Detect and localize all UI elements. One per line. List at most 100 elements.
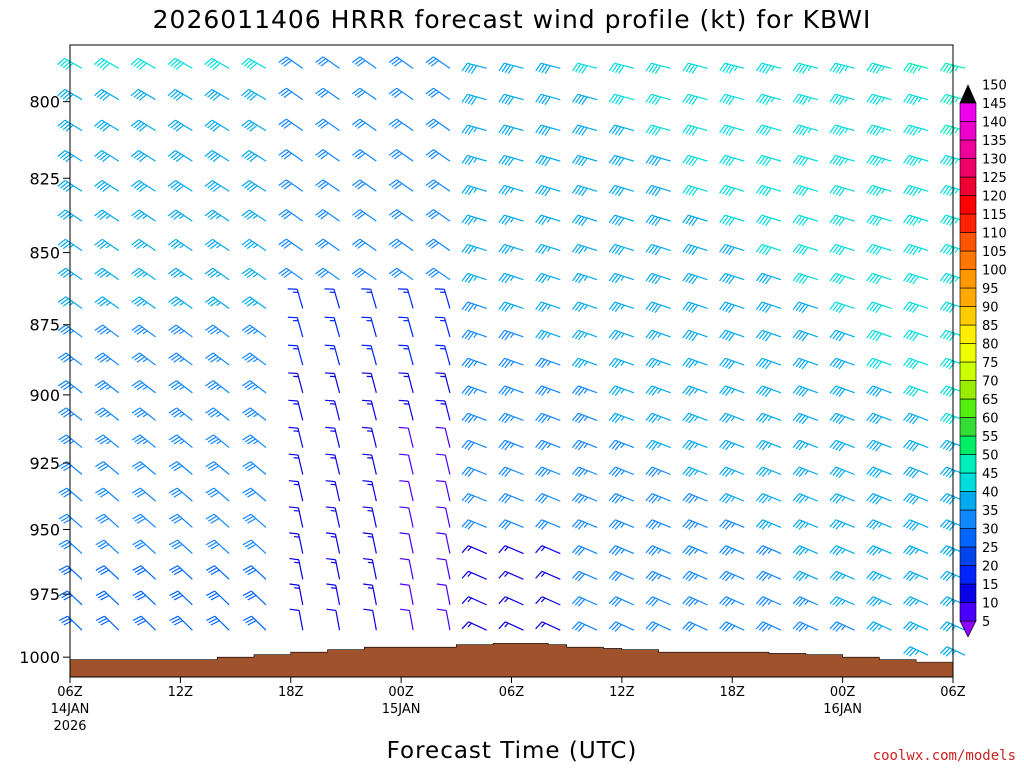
wind-barb — [95, 615, 120, 631]
wind-barb — [792, 570, 819, 582]
barb-flag — [139, 93, 148, 102]
barb-flag — [57, 179, 66, 187]
wind-barb — [682, 154, 708, 167]
barb-flag — [614, 495, 622, 504]
barb-flag — [504, 469, 512, 478]
barb-flag — [614, 303, 622, 313]
barb-flag — [315, 56, 324, 64]
barb-half-flag — [473, 276, 478, 282]
barb-half-flag — [510, 247, 515, 253]
barb-flag — [866, 439, 874, 449]
barb-flag — [651, 246, 659, 255]
colorbar-label: 145 — [982, 97, 1007, 112]
wind-barb — [94, 179, 120, 193]
barb-flag — [467, 495, 475, 504]
barb-staff — [909, 301, 929, 310]
barb-flag — [247, 465, 256, 472]
barb-flag — [461, 385, 469, 394]
wind-barb — [866, 570, 892, 582]
wind-barb — [792, 184, 819, 197]
barb-flag — [948, 361, 956, 370]
barb-half-flag — [693, 470, 699, 476]
barb-flag — [728, 304, 735, 314]
barb-flag — [728, 157, 735, 167]
barb-flag — [571, 545, 580, 554]
barb-staff — [762, 412, 782, 421]
wind-barb — [571, 519, 598, 530]
barb-flag — [645, 62, 652, 72]
barb-flag — [872, 246, 879, 255]
barb-flag — [544, 127, 551, 136]
barb-half-flag — [954, 188, 959, 194]
wind-barb — [608, 154, 635, 167]
barb-flag — [59, 59, 68, 67]
barb-flag — [912, 157, 919, 167]
barb-staff — [540, 124, 561, 132]
barb-flag — [645, 596, 653, 605]
barb-flag — [949, 247, 956, 256]
barb-staff — [138, 209, 156, 222]
barb-flag — [246, 61, 255, 69]
barb-flag — [577, 360, 585, 369]
wind-barb — [498, 596, 524, 606]
barb-flag — [685, 494, 693, 503]
wind-barb — [205, 461, 230, 475]
barb-flag — [535, 329, 542, 339]
barb-flag — [758, 494, 766, 503]
barb-half-flag — [216, 330, 222, 335]
barb-flag — [798, 624, 806, 632]
barb-flag — [682, 124, 689, 134]
barb-flag — [173, 92, 182, 100]
wind-barb — [425, 267, 451, 281]
wind-barb — [131, 380, 156, 394]
wind-barb — [682, 519, 708, 530]
barb-flag — [682, 185, 689, 194]
wind-barb — [571, 621, 598, 632]
barb-flag — [470, 65, 478, 74]
barb-flag — [939, 570, 948, 579]
barb-staff — [408, 610, 414, 631]
barb-staff — [835, 439, 855, 449]
wind-barb — [57, 352, 83, 366]
barb-flag — [946, 186, 953, 196]
wind-barb — [792, 466, 819, 478]
barb-flag — [912, 96, 919, 106]
wind-barb — [362, 532, 377, 554]
barb-flag — [906, 597, 914, 606]
wind-barb — [204, 238, 230, 252]
barb-flag — [651, 495, 659, 504]
barb-flag — [798, 275, 806, 284]
wind-barb — [498, 439, 524, 451]
barb-flag — [688, 126, 695, 136]
barb-half-flag — [179, 330, 185, 335]
barb-flag — [875, 65, 882, 74]
barb-staff — [297, 400, 304, 421]
barb-staff — [725, 596, 745, 606]
barb-flag — [728, 127, 735, 136]
barb-flag — [134, 515, 144, 522]
barb-flag — [388, 56, 398, 64]
barb-flag — [394, 152, 403, 160]
barb-flag — [645, 124, 652, 134]
barb-flag — [173, 491, 183, 498]
barb-staff — [370, 400, 377, 421]
barb-flag — [173, 153, 182, 161]
barb-flag — [246, 328, 256, 335]
barb-flag — [425, 238, 434, 246]
barb-flag — [208, 567, 218, 573]
barb-flag — [425, 56, 434, 64]
barb-half-flag — [767, 600, 772, 605]
barb-flag — [795, 494, 803, 503]
barb-half-flag — [216, 301, 222, 307]
barb-staff — [614, 154, 635, 162]
barb-flag — [209, 153, 219, 161]
barb-flag — [875, 361, 883, 370]
barb-staff — [688, 439, 708, 449]
barb-flag — [96, 181, 106, 189]
barb-half-flag — [473, 127, 478, 133]
barb-staff — [798, 385, 819, 394]
barb-staff — [396, 238, 414, 252]
barb-flag — [461, 329, 469, 339]
wind-barb — [608, 466, 635, 478]
barb-flag — [869, 520, 877, 529]
